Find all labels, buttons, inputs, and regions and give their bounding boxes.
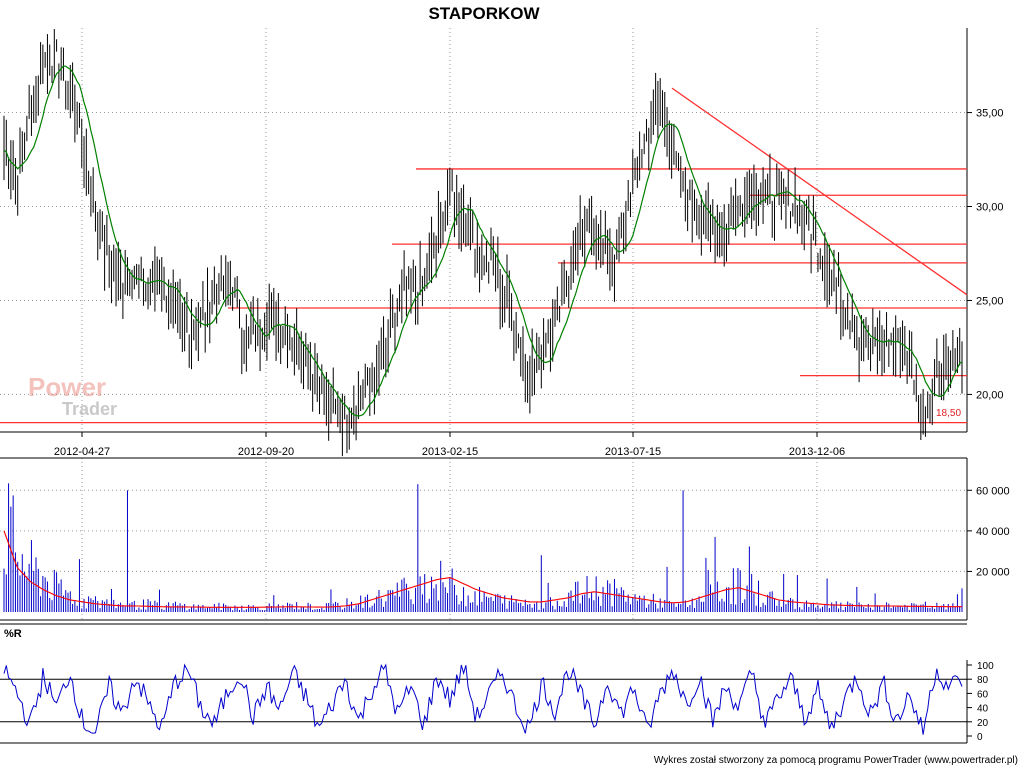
williams-r-title: %R	[4, 628, 22, 640]
chart-title: STAPORKOW	[428, 4, 540, 23]
wr-y-tick-label: 60	[977, 689, 989, 700]
footer-credit: Wykres został stworzony za pomocą progra…	[654, 755, 1018, 766]
price-x-tick-label: 2013-02-15	[422, 446, 478, 458]
price-moving-average-line	[3, 65, 963, 417]
volume-bars	[3, 483, 963, 612]
price-y-ticks: 20,00 25,00 30,00 35,00	[967, 108, 1004, 401]
volume-y-ticks: 20 000 40 000 60 000	[0, 485, 1010, 578]
price-y-tick-label: 25,00	[976, 295, 1004, 307]
wr-reference-lines	[0, 678, 967, 723]
wr-y-tick-label: 40	[977, 704, 989, 715]
powertrader-watermark: Power Trader	[28, 372, 117, 419]
price-x-tick-label: 2012-04-27	[54, 446, 110, 458]
price-grid	[0, 28, 967, 620]
price-y-tick-label: 30,00	[976, 202, 1004, 214]
williams-r-line	[3, 663, 963, 735]
price-candles	[3, 29, 963, 457]
trendline	[671, 87, 968, 296]
support-resistance-lines	[0, 87, 968, 424]
wr-y-ticks: 0 20 40 60 80 100	[967, 661, 994, 743]
wr-y-tick-label: 20	[977, 718, 989, 729]
wr-y-tick-label: 0	[977, 732, 983, 743]
williams-r-panel: %R 0 20 40 60 80 100	[0, 623, 994, 744]
volume-panel: 20 000 40 000 60 000	[0, 457, 1010, 621]
wr-y-tick-label: 80	[977, 675, 989, 686]
price-x-tick-label: 2013-07-15	[605, 446, 661, 458]
price-y-tick-label: 20,00	[976, 389, 1004, 401]
price-y-tick-label: 35,00	[976, 108, 1004, 120]
watermark-line2: Trader	[62, 399, 117, 419]
price-panel: 20,00 25,00 30,00 35,00 2012-04-27 2012-09-2…	[0, 28, 1004, 620]
wr-y-tick-label: 100	[977, 661, 994, 672]
volume-y-tick-label: 60 000	[976, 485, 1010, 497]
volume-y-tick-label: 20 000	[976, 566, 1010, 578]
low-marker-label: 18,50	[936, 408, 961, 419]
price-x-tick-label: 2012-09-20	[238, 446, 294, 458]
price-x-tick-label: 2013-12-06	[789, 446, 845, 458]
price-x-ticks: 2012-04-27 2012-09-20 2013-02-15 2013-07-15…	[54, 432, 845, 458]
volume-average-line	[3, 530, 962, 608]
watermark-line1: Power	[28, 372, 106, 402]
volume-y-tick-label: 40 000	[976, 526, 1010, 538]
